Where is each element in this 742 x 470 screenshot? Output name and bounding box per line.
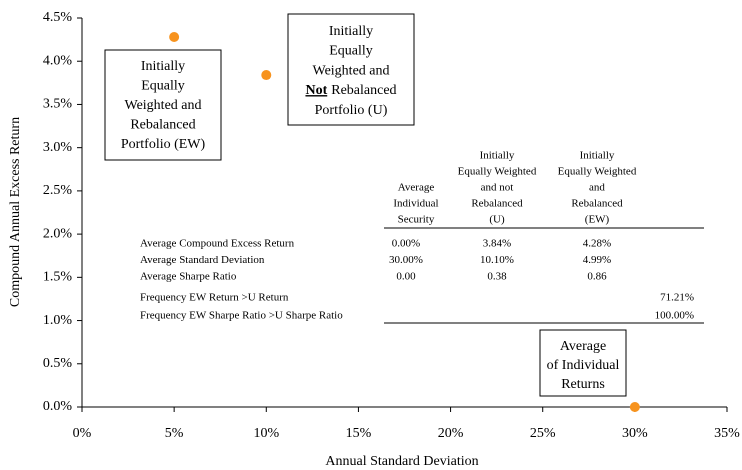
annotation-part: Initially — [329, 24, 373, 39]
y-tick-label: 1.0% — [43, 313, 73, 328]
table-row-label: Frequency EW Return >U Return — [140, 292, 289, 304]
x-tick-label: 20% — [438, 426, 464, 441]
annotation-text: Average — [560, 339, 606, 354]
x-tick-label: 0% — [73, 426, 92, 441]
annotation-part: Portfolio (U) — [315, 103, 388, 118]
y-tick-label: 3.0% — [43, 140, 73, 155]
table-header: Equally Weighted — [558, 166, 637, 178]
x-tick-label: 30% — [622, 426, 648, 441]
x-tick-label: 25% — [530, 426, 556, 441]
table-cell: 30.00% — [389, 254, 423, 266]
annotation-part: Weighted and — [124, 98, 201, 113]
table-header: (U) — [489, 214, 505, 226]
annotation-part: Weighted and — [312, 64, 389, 79]
table-cell: 0.00 — [396, 271, 416, 283]
annotation-part: Rebalanced — [331, 83, 396, 98]
annotation-text: Equally — [141, 79, 185, 94]
point — [169, 32, 180, 43]
table-header: Equally Weighted — [458, 166, 537, 178]
table-cell: 10.10% — [480, 254, 514, 266]
annotation-text: Not Rebalanced — [305, 83, 396, 98]
table-cell: 0.00% — [392, 238, 420, 250]
annotation-part: Equally — [141, 79, 185, 94]
table-row-label: Frequency EW Sharpe Ratio >U Sharpe Rati… — [140, 310, 343, 322]
y-tick-label: 0.0% — [43, 399, 73, 414]
x-tick-label: 35% — [714, 426, 740, 441]
table-header: Initially — [480, 150, 515, 162]
table-cell: 100.00% — [655, 310, 694, 322]
table-header: Rebalanced — [571, 198, 623, 210]
table-cell: 4.28% — [583, 238, 611, 250]
point — [261, 70, 272, 81]
table-cell: 3.84% — [483, 238, 511, 250]
annotation-part: Average — [560, 339, 606, 354]
y-tick-label: 4.0% — [43, 53, 73, 68]
annotation-part: Returns — [561, 377, 605, 392]
table-cell: 4.99% — [583, 254, 611, 266]
y-tick-label: 2.0% — [43, 226, 73, 241]
y-tick-label: 1.5% — [43, 270, 73, 285]
table-row-label: Average Compound Excess Return — [140, 238, 295, 250]
table-cell: 0.38 — [487, 271, 507, 283]
point — [629, 402, 640, 412]
annotation-part: Not — [305, 83, 327, 98]
table-header: Average — [398, 182, 435, 194]
table-cell: 0.86 — [587, 271, 607, 283]
y-tick-label: 2.5% — [43, 183, 73, 198]
table-header: and — [589, 182, 605, 194]
annotation-text: of Individual — [547, 358, 620, 373]
annotation-text: Initially — [141, 59, 185, 74]
x-tick-label: 10% — [253, 426, 279, 441]
annotation-text: Initially — [329, 24, 373, 39]
y-axis-title: Compound Annual Excess Return — [8, 117, 23, 307]
annotation-text: Rebalanced — [130, 118, 195, 133]
annotation-text: Weighted and — [124, 98, 201, 113]
table-header: and not — [481, 182, 514, 194]
table-header: Rebalanced — [471, 198, 523, 210]
annotation-box — [104, 49, 222, 161]
table-header: Individual — [393, 198, 438, 210]
x-tick-label: 15% — [346, 426, 372, 441]
annotation-part: Initially — [141, 59, 185, 74]
y-tick-label: 4.5% — [43, 10, 73, 25]
annotation-part: Portfolio (EW) — [121, 137, 206, 152]
annotation-box — [287, 13, 415, 126]
table-cell: 71.21% — [660, 292, 694, 304]
y-tick-label: 0.5% — [43, 356, 73, 371]
annotation-text: Portfolio (EW) — [121, 137, 206, 152]
table-header: Security — [398, 214, 435, 226]
table-header: Initially — [580, 150, 615, 162]
annotation-text: Equally — [329, 44, 373, 59]
annotation-text: Portfolio (U) — [315, 103, 388, 118]
table-row-label: Average Standard Deviation — [140, 254, 265, 266]
annotation-part: Equally — [329, 44, 373, 59]
annotation-part: Rebalanced — [130, 118, 195, 133]
table-row-label: Average Sharpe Ratio — [140, 271, 237, 283]
annotation-text: Weighted and — [312, 64, 389, 79]
table-header: (EW) — [585, 214, 610, 226]
x-tick-label: 5% — [165, 426, 184, 441]
annotation-part: of Individual — [547, 358, 620, 373]
annotation-box — [539, 329, 627, 397]
annotation-text: Returns — [561, 377, 605, 392]
y-tick-label: 3.5% — [43, 97, 73, 112]
x-axis-title: Annual Standard Deviation — [325, 454, 478, 469]
